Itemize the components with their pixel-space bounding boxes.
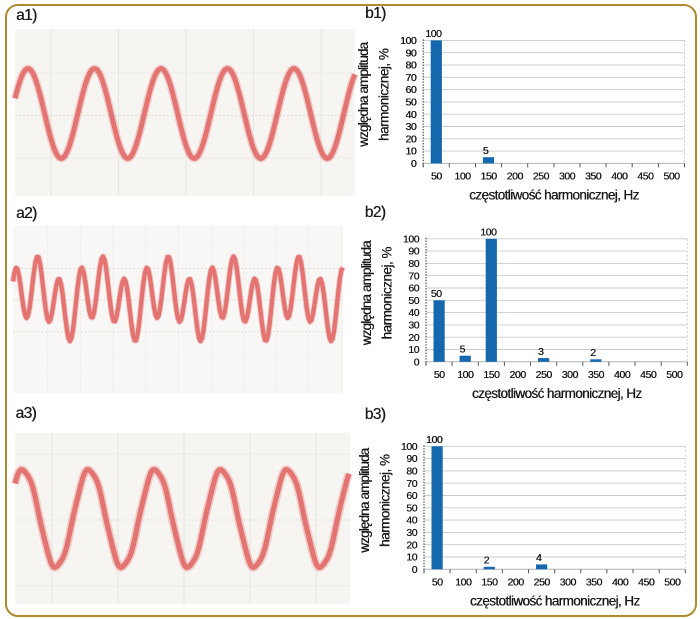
svg-text:200: 200 (509, 369, 526, 381)
svg-text:250: 250 (533, 171, 550, 183)
svg-text:350: 350 (585, 171, 602, 183)
svg-text:100: 100 (426, 434, 443, 446)
svg-text:100: 100 (425, 28, 442, 40)
svg-text:500: 500 (666, 369, 683, 381)
svg-text:30: 30 (406, 527, 417, 539)
svg-text:450: 450 (637, 171, 654, 183)
svg-text:2: 2 (484, 555, 490, 567)
svg-text:70: 70 (405, 72, 416, 84)
svg-text:400: 400 (614, 369, 631, 381)
svg-text:90: 90 (408, 246, 419, 258)
svg-text:80: 80 (406, 466, 417, 478)
svg-text:70: 70 (408, 270, 419, 282)
svg-text:10: 10 (406, 552, 417, 564)
svg-text:100: 100 (454, 171, 471, 183)
svg-text:50: 50 (431, 288, 442, 300)
svg-text:4: 4 (536, 552, 542, 564)
svg-text:częstotliwość harmonicznej, Hz: częstotliwość harmonicznej, Hz (472, 386, 642, 401)
svg-text:250: 250 (536, 369, 553, 381)
svg-text:30: 30 (405, 121, 416, 133)
svg-text:0: 0 (414, 356, 420, 368)
svg-text:100: 100 (480, 227, 497, 239)
svg-text:90: 90 (405, 47, 416, 59)
svg-text:500: 500 (663, 171, 680, 183)
svg-text:50: 50 (431, 171, 442, 183)
svg-text:450: 450 (640, 369, 657, 381)
svg-text:500: 500 (664, 577, 681, 589)
svg-text:300: 300 (562, 369, 579, 381)
svg-text:harmonicznej, %: harmonicznej, % (377, 48, 392, 141)
svg-text:50: 50 (432, 577, 443, 589)
svg-text:20: 20 (405, 133, 416, 145)
svg-text:400: 400 (611, 171, 628, 183)
svg-text:względna amplituda: względna amplituda (359, 240, 374, 346)
svg-text:350: 350 (586, 577, 603, 589)
svg-text:80: 80 (408, 258, 419, 270)
svg-text:względna amplituda: względna amplituda (357, 447, 372, 553)
svg-text:60: 60 (405, 84, 416, 96)
svg-text:40: 40 (405, 109, 416, 121)
svg-text:5: 5 (483, 145, 489, 157)
svg-text:względna amplituda: względna amplituda (356, 42, 371, 148)
svg-text:30: 30 (408, 320, 419, 332)
svg-text:50: 50 (434, 369, 445, 381)
svg-text:150: 150 (480, 171, 497, 183)
svg-text:100: 100 (403, 233, 420, 245)
svg-text:150: 150 (481, 577, 498, 589)
svg-text:90: 90 (406, 453, 417, 465)
svg-text:60: 60 (408, 283, 419, 295)
svg-text:10: 10 (408, 344, 419, 356)
svg-text:harmonicznej, %: harmonicznej, % (377, 454, 392, 547)
svg-text:60: 60 (406, 490, 417, 502)
svg-text:80: 80 (405, 60, 416, 72)
svg-text:400: 400 (612, 577, 629, 589)
svg-text:50: 50 (408, 295, 419, 307)
svg-text:100: 100 (401, 441, 418, 453)
svg-text:100: 100 (457, 369, 474, 381)
svg-text:150: 150 (483, 369, 500, 381)
svg-text:40: 40 (408, 307, 419, 319)
svg-text:0: 0 (412, 564, 418, 576)
svg-text:100: 100 (455, 577, 472, 589)
svg-text:40: 40 (406, 515, 417, 527)
svg-text:450: 450 (638, 577, 655, 589)
svg-text:0: 0 (411, 158, 417, 170)
svg-text:250: 250 (534, 577, 551, 589)
svg-text:200: 200 (507, 171, 524, 183)
svg-text:50: 50 (406, 502, 417, 514)
svg-text:100: 100 (400, 35, 417, 47)
svg-text:harmonicznej, %: harmonicznej, % (379, 247, 394, 340)
svg-text:3: 3 (538, 346, 544, 358)
svg-text:2: 2 (590, 347, 596, 359)
svg-text:200: 200 (507, 577, 524, 589)
svg-text:20: 20 (408, 332, 419, 344)
svg-text:20: 20 (406, 539, 417, 551)
svg-text:5: 5 (460, 344, 466, 356)
svg-text:350: 350 (588, 369, 605, 381)
svg-text:70: 70 (406, 478, 417, 490)
svg-text:10: 10 (405, 146, 416, 158)
svg-text:300: 300 (559, 171, 576, 183)
svg-text:300: 300 (560, 577, 577, 589)
svg-text:częstotliwość harmonicznej, Hz: częstotliwość harmonicznej, Hz (470, 593, 640, 608)
svg-text:50: 50 (405, 97, 416, 109)
svg-text:częstotliwość harmonicznej, Hz: częstotliwość harmonicznej, Hz (469, 187, 639, 202)
